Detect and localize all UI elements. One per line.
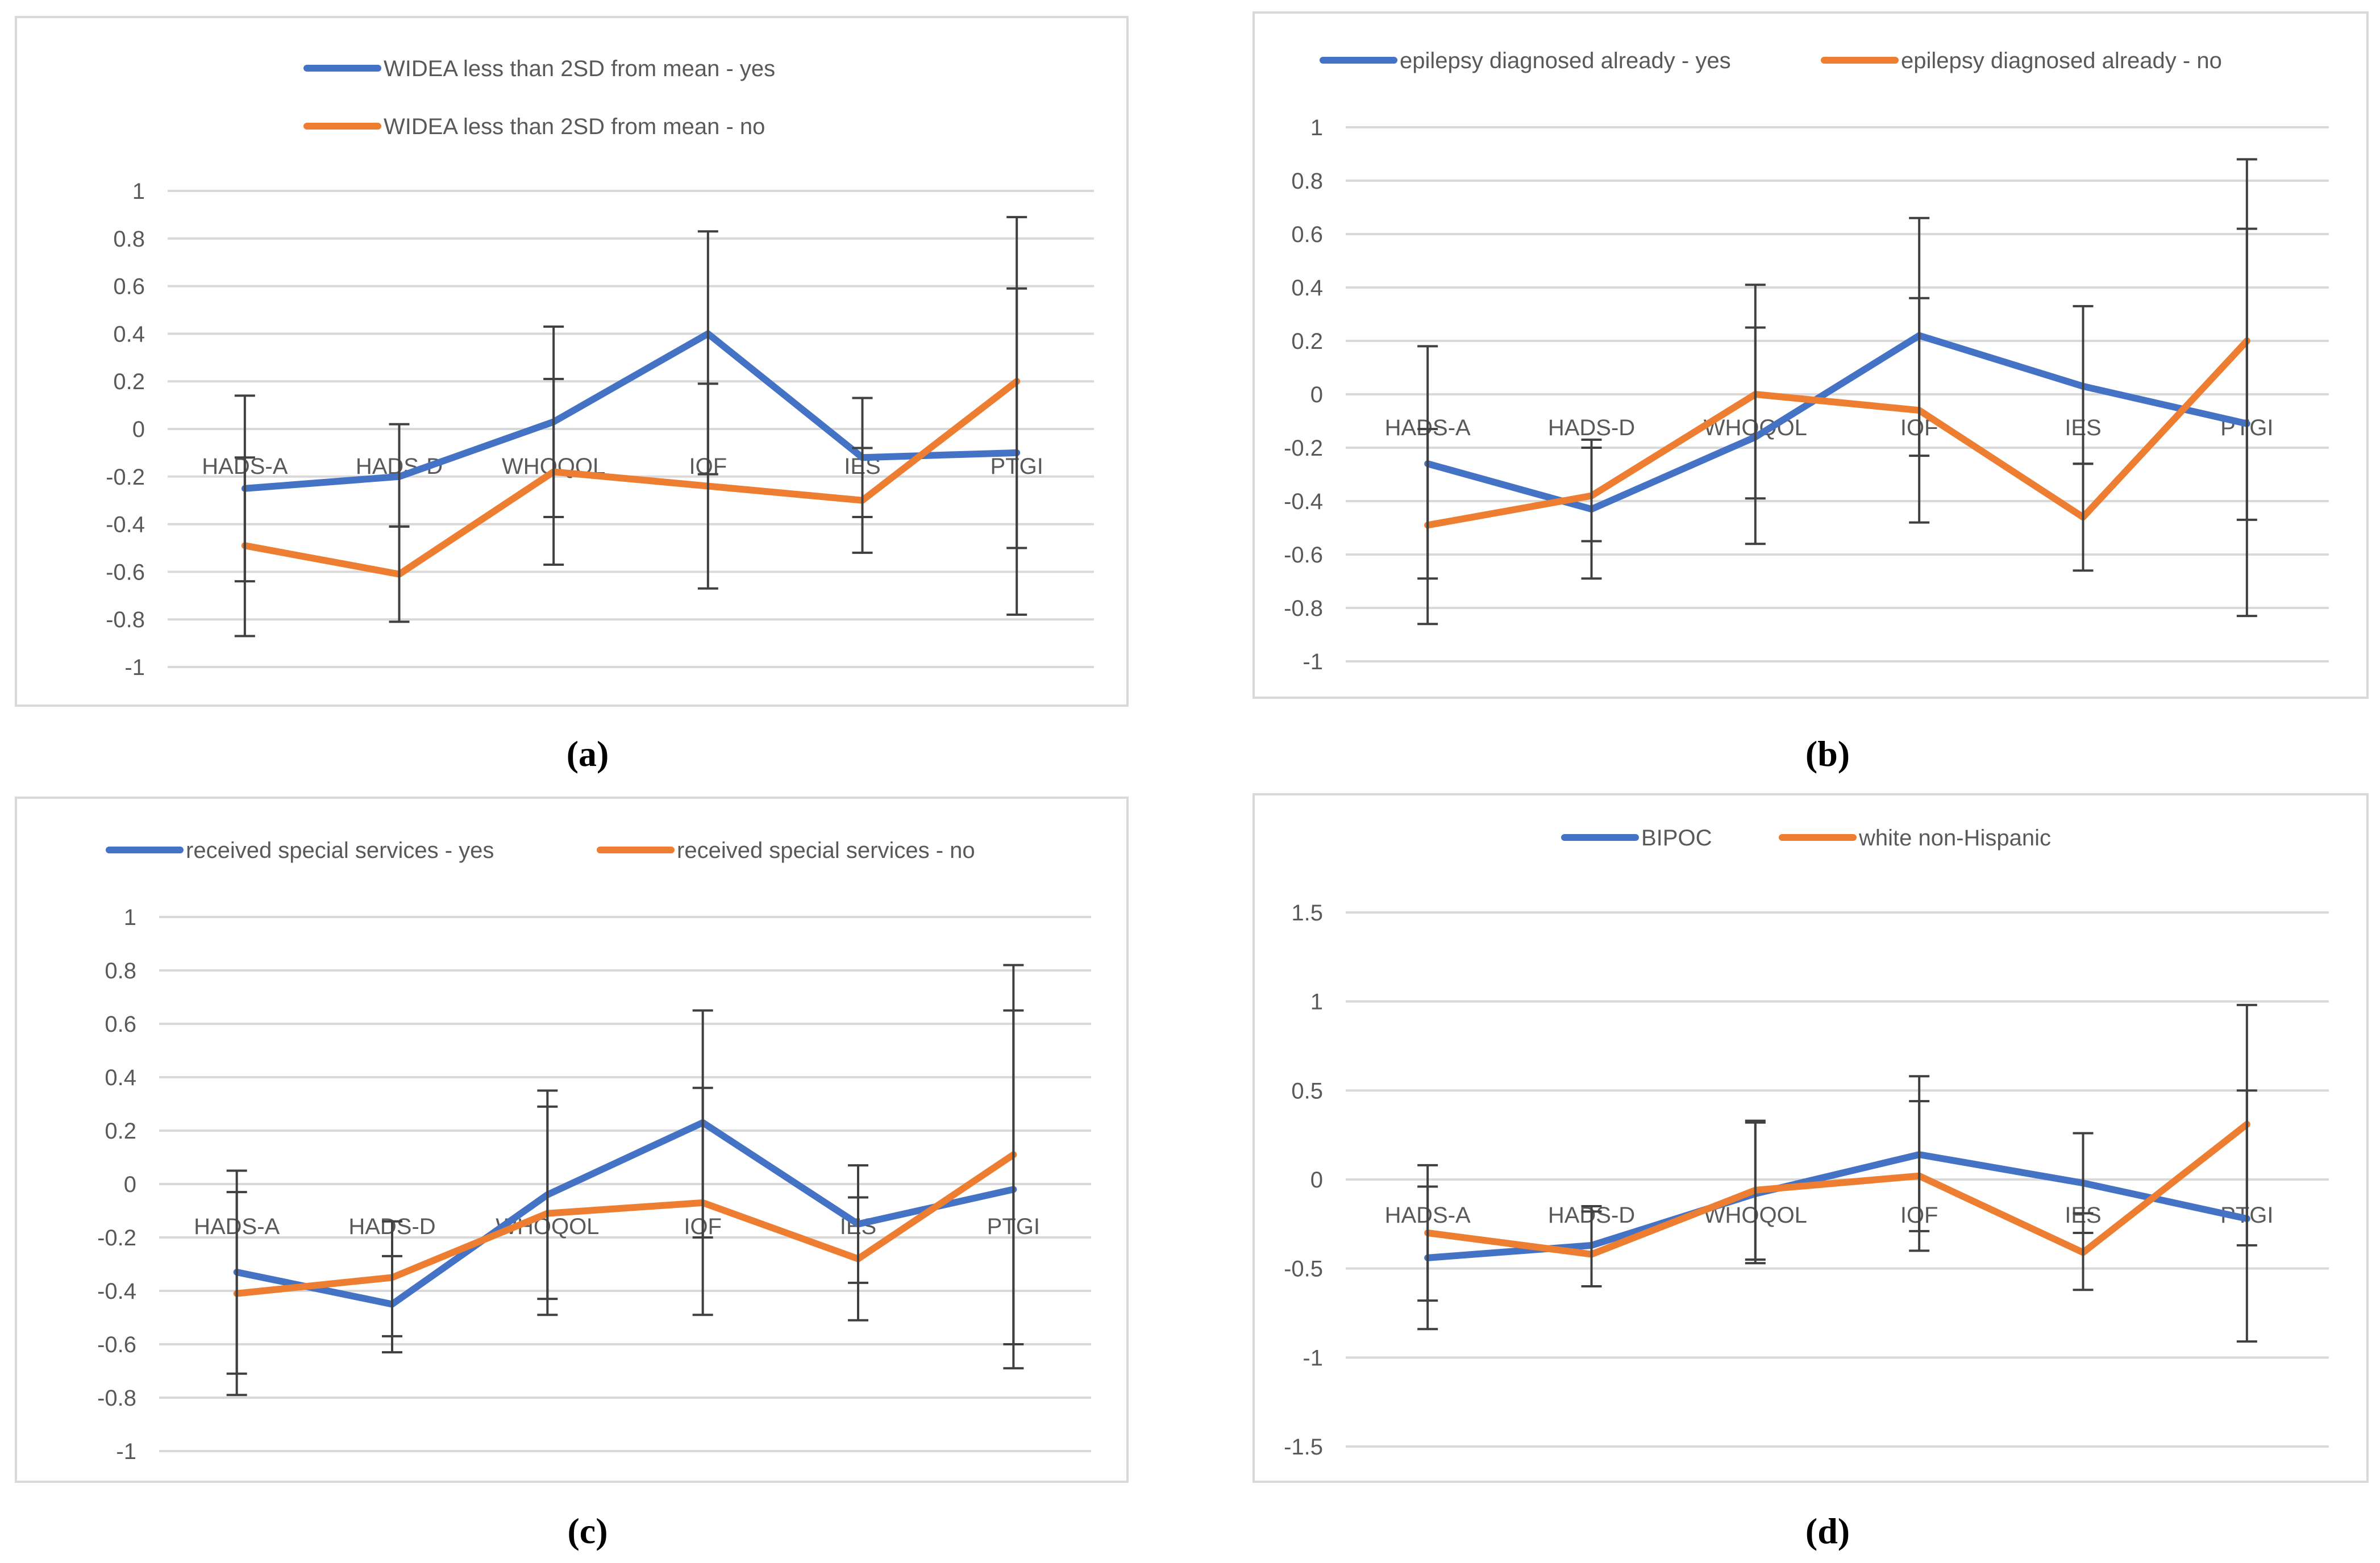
y-tick-label: -1	[124, 655, 145, 680]
legend-label: epilepsy diagnosed already - no	[1901, 48, 2222, 73]
legend-label: received special services - yes	[186, 838, 494, 863]
y-tick-label: -0.8	[1284, 596, 1323, 621]
legend-item: epilepsy diagnosed already - no	[1821, 48, 2222, 73]
error-bar	[1417, 1164, 1438, 1302]
y-tick-label: 0.2	[105, 1119, 136, 1144]
error-bar	[389, 525, 410, 623]
y-tick-label: 0.2	[1291, 329, 1323, 354]
y-tick-label: 0.5	[1291, 1078, 1323, 1103]
y-tick-label: -0.4	[1284, 489, 1323, 514]
series-line-orange	[1424, 1120, 2250, 1258]
y-tick-label: -0.8	[106, 607, 145, 632]
error-bar	[1745, 284, 1766, 500]
series-line-orange	[1424, 337, 2250, 529]
error-bar	[2073, 1212, 2094, 1291]
series-line-blue	[241, 330, 1021, 492]
error-bar	[2073, 462, 2094, 572]
x-category-label: HADS-D	[1548, 415, 1635, 440]
y-tick-label: -0.6	[97, 1332, 136, 1357]
y-tick-label: 0.8	[113, 227, 145, 252]
y-tick-label: 0	[132, 417, 145, 442]
y-tick-label: 0.6	[1291, 222, 1323, 247]
error-bar	[2236, 158, 2257, 521]
y-tick-label: 0.4	[1291, 276, 1323, 301]
y-tick-label: 0	[1310, 1168, 1323, 1193]
y-tick-label: -0.5	[1284, 1257, 1323, 1282]
series-line-orange	[241, 378, 1021, 578]
error-bar	[382, 1220, 402, 1337]
caption-a: (a)	[566, 733, 609, 774]
legend-label: epilepsy diagnosed already - yes	[1400, 48, 1731, 73]
legend-item: BIPOC	[1561, 826, 1712, 851]
error-bar	[226, 1191, 247, 1397]
legend-label: WIDEA less than 2SD from mean - no	[384, 114, 765, 139]
error-bar	[848, 1196, 868, 1322]
y-tick-label: 0.4	[105, 1065, 136, 1090]
legend-item: white non-Hispanic	[1779, 826, 2051, 851]
y-tick-label: 1.5	[1291, 901, 1323, 926]
legend-item: WIDEA less than 2SD from mean - no	[303, 114, 765, 139]
y-tick-label: -0.6	[106, 560, 145, 585]
error-bar	[1581, 447, 1602, 543]
error-bar	[1909, 297, 1930, 524]
series-line-blue	[233, 1119, 1017, 1308]
caption-d: (d)	[1805, 1511, 1850, 1551]
y-tick-label: 0.6	[105, 1012, 136, 1037]
legend-item: WIDEA less than 2SD from mean - yes	[303, 56, 775, 81]
chart-panel-d: 1.5 1 0.5 0 -0.5 -1 -1.5 HADS-A HADS-D WHOQOL IOF I…	[1253, 793, 2369, 1483]
error-bar	[852, 447, 873, 554]
y-tick-label: 0.8	[105, 958, 136, 983]
legend-label: received special services - no	[677, 838, 975, 863]
error-bar	[1581, 1210, 1602, 1287]
y-tick-label: -0.4	[97, 1279, 136, 1304]
y-tick-label: 1	[1310, 115, 1323, 140]
y-tick-label: 0	[124, 1172, 136, 1197]
caption-b: (b)	[1805, 733, 1850, 774]
chart-panel-b: 1 0.8 0.6 0.4 0.2 0 -0.2 -0.4 -0.6 -0.8 -1 HADS-A HA…	[1253, 11, 2369, 699]
y-tick-label: -1	[1303, 1345, 1323, 1370]
y-tick-label: 1	[1310, 990, 1323, 1015]
y-tick-label: -1	[1303, 649, 1323, 674]
legend-item: received special services - no	[597, 838, 975, 863]
error-bar	[2236, 1003, 2257, 1247]
error-bar	[234, 456, 255, 637]
legend-label: BIPOC	[1641, 826, 1712, 851]
legend-label: WIDEA less than 2SD from mean - yes	[384, 56, 775, 81]
series-line-orange	[233, 1151, 1017, 1297]
error-bar	[1909, 1100, 1930, 1252]
y-tick-label: -0.2	[106, 465, 145, 490]
y-tick-label: 0.6	[113, 274, 145, 299]
y-tick-label: 0.4	[113, 322, 145, 347]
y-tick-label: -0.8	[97, 1386, 136, 1411]
y-tick-label: -1	[116, 1439, 136, 1464]
error-bar	[1006, 216, 1027, 616]
legend-label: white non-Hispanic	[1858, 826, 2051, 851]
error-bar	[1417, 428, 1438, 626]
error-bar	[537, 1105, 558, 1316]
caption-c: (c)	[567, 1511, 608, 1551]
y-tick-label: 0	[1310, 382, 1323, 407]
error-bar	[692, 1086, 713, 1316]
error-bar	[1003, 964, 1024, 1345]
chart-panel-a: 1 0.8 0.6 0.4 0.2 0 -0.2 -0.4 -0.6 -0.8 -1 HADS-A HA…	[15, 16, 1129, 707]
y-tick-label: -1.5	[1284, 1435, 1323, 1460]
legend-item: epilepsy diagnosed already - yes	[1320, 48, 1731, 73]
y-tick-label: 0.2	[113, 369, 145, 394]
y-tick-label: 0.8	[1291, 169, 1323, 194]
y-tick-label: -0.2	[97, 1226, 136, 1251]
y-tick-label: 1	[132, 179, 145, 204]
error-bar	[697, 382, 718, 590]
legend-item: received special services - yes	[106, 838, 494, 863]
error-bar	[1745, 1119, 1766, 1261]
y-tick-label: -0.2	[1284, 436, 1323, 461]
chart-panel-c: 1 0.8 0.6 0.4 0.2 0 -0.2 -0.4 -0.6 -0.8 -1 HADS-A HA…	[15, 797, 1129, 1483]
y-tick-label: 1	[124, 905, 136, 930]
error-bar	[543, 378, 564, 566]
y-tick-label: -0.4	[106, 512, 145, 537]
y-tick-label: -0.6	[1284, 543, 1323, 568]
